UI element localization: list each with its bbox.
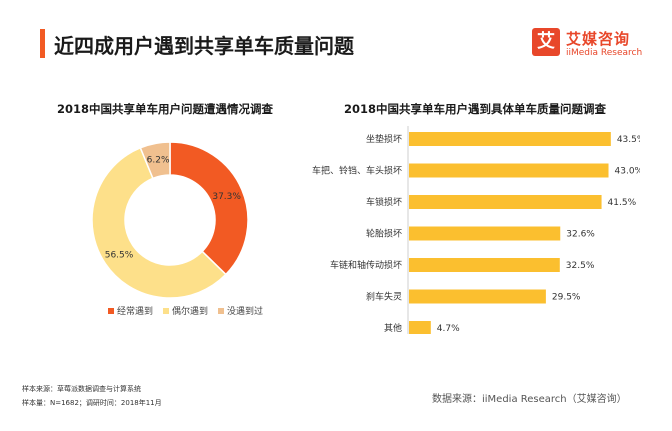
donut-legend: 经常遇到 偶尔遇到 没遇到过	[108, 304, 263, 317]
data-source: 数据来源：iiMedia Research（艾媒咨询）	[432, 394, 627, 405]
bar-category-label: 轮胎损坏	[366, 228, 402, 240]
bar-value-label: 29.5%	[552, 293, 581, 303]
donut-slice	[139, 141, 171, 180]
bar-category-label: 车把、铃铛、车头损坏	[312, 165, 402, 177]
bar-chart: 坐垫损坏 43.5% 车把、铃铛、车头损坏 43.0% 车锁损坏 41.5% 轮胎损坏 32.…	[312, 126, 640, 334]
donut-slice-label: 37.3%	[212, 192, 241, 202]
logo-name-en: iiMedia Research	[566, 48, 643, 58]
iimedia-logo: 艾 艾媒咨询 iiMedia Research	[532, 26, 652, 66]
bar-value-label: 43.5%	[617, 135, 640, 145]
bar-category-label: 坐垫损坏	[366, 133, 402, 145]
donut-slice	[91, 146, 227, 299]
legend-swatch	[163, 307, 170, 314]
donut-slice-label: 6.2%	[147, 156, 170, 166]
bar-value-label: 43.0%	[615, 167, 640, 177]
donut-chart: 37.3% 56.5% 6.2%	[91, 141, 249, 299]
donut-chart-title: 2018中国共享单车用户问题遭遇情况调查	[56, 102, 273, 116]
legend-label: 经常遇到	[117, 307, 154, 317]
logo-name-cn: 艾媒咨询	[566, 30, 631, 48]
bar	[409, 289, 546, 304]
footnote-sample-size: 样本量：N=1682；调研时间：2018年11月	[22, 399, 162, 407]
bar	[409, 321, 431, 334]
legend-item: 偶尔遇到	[163, 304, 208, 317]
bar-category-label: 刹车失灵	[366, 291, 402, 303]
page-title: 近四成用户遇到共享单车质量问题	[54, 34, 354, 58]
donut-slice	[169, 141, 249, 276]
legend-item: 没遇到过	[218, 304, 263, 317]
legend-swatch	[108, 307, 114, 314]
bar	[409, 258, 560, 272]
bar-category-label: 车链和轴传动损坏	[330, 259, 402, 271]
legend-swatch	[218, 307, 225, 314]
title-accent-bar	[40, 29, 45, 58]
logo-icon: 艾	[532, 28, 560, 56]
bar-category-label: 车锁损坏	[366, 196, 402, 208]
bar	[409, 226, 561, 241]
bar-value-label: 41.5%	[608, 198, 637, 208]
bar	[409, 132, 611, 146]
bar-value-label: 32.5%	[566, 261, 595, 271]
bar	[409, 163, 609, 178]
donut-slice-label: 56.5%	[105, 250, 134, 260]
footnote-sample-source: 样本来源：草莓派数据调查与计算系统	[22, 385, 141, 393]
legend-item: 经常遇到	[108, 304, 153, 317]
bar-value-label: 32.6%	[566, 230, 595, 240]
legend-label: 偶尔遇到	[172, 307, 209, 317]
bar-chart-title: 2018中国共享单车用户遇到具体单车质量问题调查	[343, 102, 606, 116]
bar-value-label: 4.7%	[437, 324, 460, 334]
bar-category-label: 其他	[384, 322, 402, 334]
bar	[409, 195, 602, 209]
legend-label: 没遇到过	[227, 307, 264, 317]
